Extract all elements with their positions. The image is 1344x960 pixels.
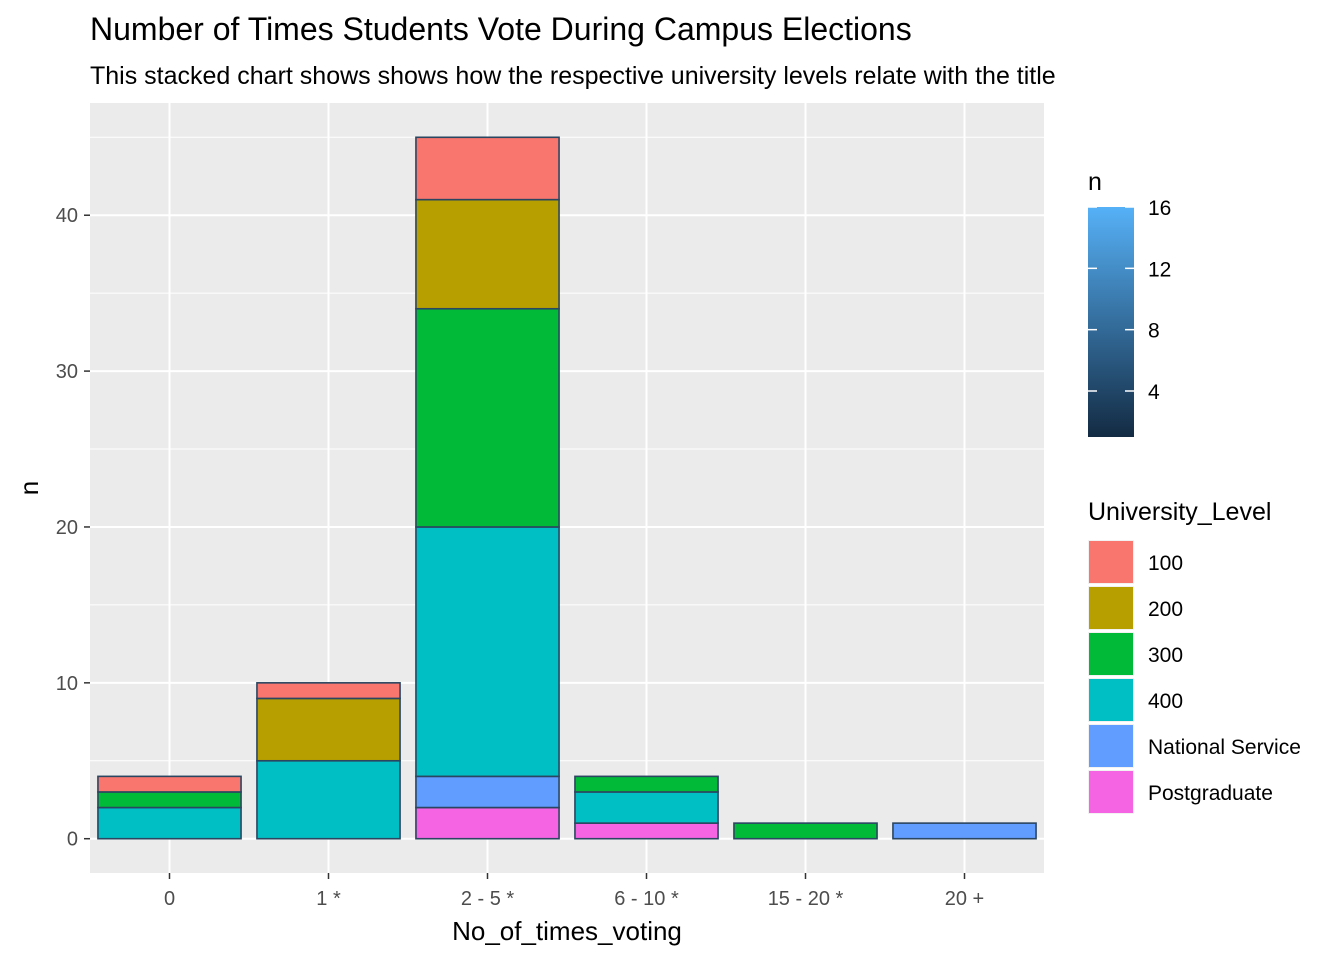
y-tick-label: 10 <box>56 673 78 695</box>
legend-swatch <box>1089 541 1133 583</box>
x-tick-label: 15 - 20 * <box>768 888 844 910</box>
x-tick-label: 0 <box>164 888 175 910</box>
bar-segment <box>415 775 560 809</box>
bar-segment <box>97 806 242 840</box>
y-tick-label: 0 <box>67 829 78 851</box>
bar-segment <box>574 822 719 840</box>
colorbar <box>1088 207 1134 437</box>
bar-segment <box>415 136 560 201</box>
colorbar-tick-label: 4 <box>1148 381 1160 404</box>
bar-segment <box>892 822 1037 840</box>
bar-segment <box>415 526 560 778</box>
legend-label: 300 <box>1148 644 1183 667</box>
legend-swatch <box>1089 771 1133 813</box>
bars <box>97 136 1037 840</box>
bar-segment <box>97 775 242 793</box>
x-axis-title: No_of_times_voting <box>452 916 682 946</box>
plot-panel <box>90 103 1044 873</box>
color-legend-title: n <box>1088 168 1102 196</box>
bar-segment <box>97 791 242 809</box>
y-axis-title: n <box>14 481 44 495</box>
bar-segment <box>256 697 401 762</box>
x-axis-ticks: 0 1 * 2 - 5 * 6 - 10 * 15 - 20 * 20 + <box>164 873 984 910</box>
y-tick-label: 40 <box>56 205 78 227</box>
y-axis-ticks: 0 10 20 30 40 <box>56 205 90 851</box>
bar-segment <box>256 759 401 840</box>
legend-swatch <box>1089 587 1133 629</box>
fill-legend-title: University_Level <box>1088 498 1271 526</box>
bar-segment <box>574 791 719 824</box>
colorbar-ticks: 4 8 12 16 <box>1088 197 1171 404</box>
fill-legend-items: 100 200 300 400 National Service Postgraduate <box>1088 540 1301 814</box>
legend-label: 200 <box>1148 598 1183 621</box>
x-tick-label: 6 - 10 * <box>614 888 679 910</box>
x-tick-label: 2 - 5 * <box>461 888 515 910</box>
bar-segment <box>256 682 401 700</box>
chart-title: Number of Times Students Vote During Cam… <box>90 11 912 47</box>
legend-swatch <box>1089 679 1133 721</box>
legend-swatch <box>1089 725 1133 767</box>
color-legend: n 4 8 12 16 <box>1088 168 1171 437</box>
fill-legend: University_Level 100 200 300 400 National Se… <box>1088 498 1301 814</box>
bar-segment <box>415 307 560 528</box>
legend-label: Postgraduate <box>1148 782 1273 805</box>
colorbar-tick-label: 8 <box>1148 320 1160 343</box>
bar-segment <box>415 806 560 840</box>
y-tick-label: 30 <box>56 361 78 383</box>
bar-segment <box>733 822 878 840</box>
legend-label: 100 <box>1148 552 1183 575</box>
colorbar-tick-label: 12 <box>1148 258 1171 281</box>
chart-subtitle: This stacked chart shows shows how the r… <box>90 62 1056 90</box>
bar-segment <box>415 198 560 310</box>
bar-segment <box>574 775 719 793</box>
x-tick-label: 20 + <box>945 888 984 910</box>
legend-label: National Service <box>1148 736 1301 759</box>
y-tick-label: 20 <box>56 517 78 539</box>
x-tick-label: 1 * <box>316 888 341 910</box>
colorbar-tick-label: 16 <box>1148 197 1171 220</box>
legend-swatch <box>1089 633 1133 675</box>
legend-label: 400 <box>1148 690 1183 713</box>
